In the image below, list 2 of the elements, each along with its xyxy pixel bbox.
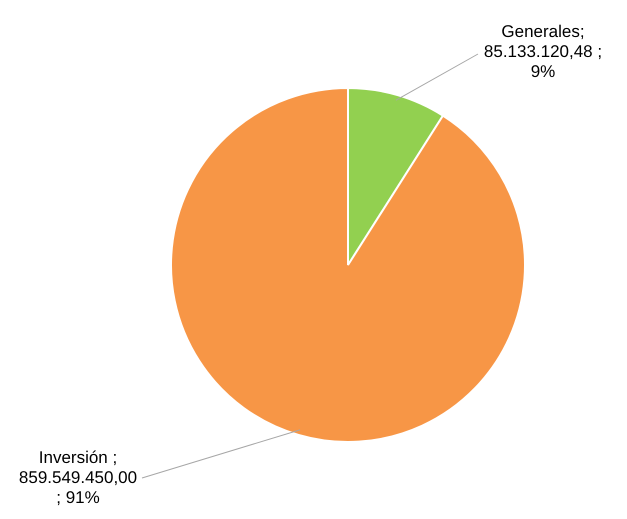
slice-label: Generales; 85.133.120,48 ; 9% bbox=[484, 22, 602, 82]
slice-label: Inversión ; 859.549.450,00 ; 91% bbox=[18, 448, 138, 508]
